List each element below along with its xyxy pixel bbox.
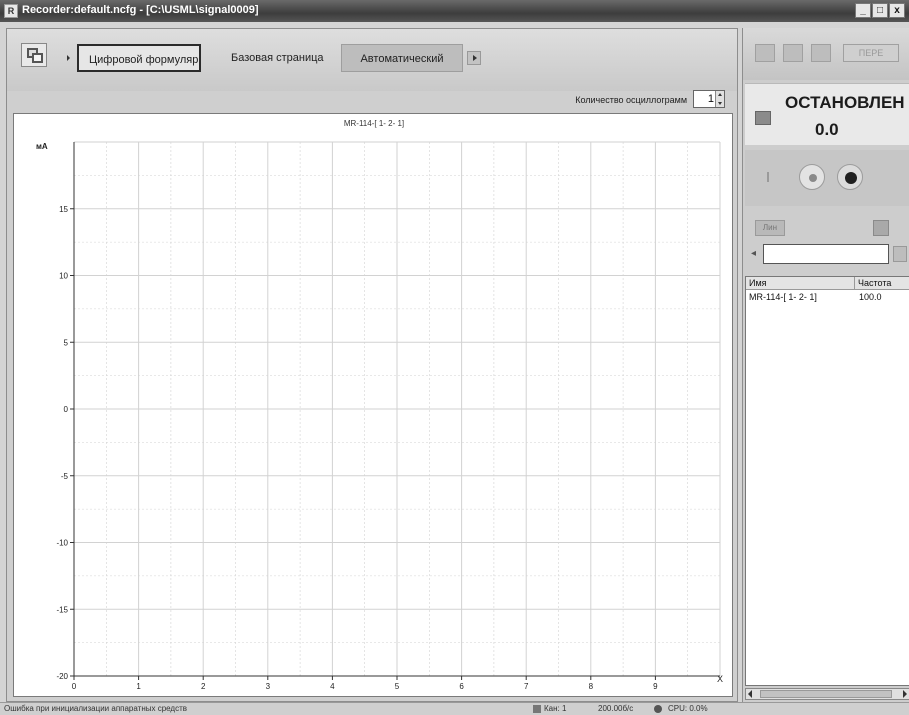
- linear-mode-button[interactable]: Лин: [755, 220, 785, 236]
- chart-svg: -20 -15 -10 -5 0 5 10 15 0 1 2 3 4 5 6 7 8 9 MR-114-[ 1- …: [14, 114, 734, 698]
- tab-basic-page[interactable]: Базовая страница: [221, 44, 329, 72]
- x-tick-label: 6: [459, 682, 464, 691]
- y-tick-label: 5: [64, 338, 69, 347]
- rewind-icon[interactable]: [767, 172, 777, 182]
- channel-filter-input[interactable]: [763, 244, 889, 264]
- y-tick-label: -15: [56, 605, 68, 614]
- x-tick-label: 3: [266, 682, 271, 691]
- cpu-icon: [654, 705, 662, 713]
- oscillogram-chart[interactable]: -20 -15 -10 -5 0 5 10 15 0 1 2 3 4 5 6 7 8 9 MR-114-[ 1- …: [13, 113, 733, 697]
- status-cpu: CPU: 0.0%: [668, 704, 708, 713]
- channel-table-header: Имя Частота: [746, 277, 909, 290]
- tab-digital-form[interactable]: Цифровой формуляр: [77, 44, 201, 72]
- control-toolbar: ПЕРЕ: [743, 28, 909, 80]
- table-horizontal-scrollbar[interactable]: [745, 688, 909, 700]
- column-frequency-header[interactable]: Частота: [854, 277, 891, 289]
- window-controls: _ □ x: [855, 3, 905, 18]
- x-tick-label: 5: [395, 682, 400, 691]
- layout-icon-front: [32, 53, 43, 63]
- control-pane: ПЕРЕ ОСТАНОВЛЕН 0.0 Лин ◂ Имя Частота: [742, 28, 909, 702]
- x-tick-label: 1: [136, 682, 141, 691]
- close-button[interactable]: x: [889, 3, 905, 18]
- status-value: 0.0: [815, 120, 839, 140]
- channel-frequency-cell: 100.0: [859, 291, 882, 303]
- y-tick-label: 10: [59, 272, 68, 281]
- status-message: Ошибка при инициализации аппаратных сред…: [4, 704, 187, 713]
- y-tick-label: 15: [59, 205, 68, 214]
- x-tick-label: 2: [201, 682, 206, 691]
- tab-automatic[interactable]: Автоматический: [341, 44, 463, 72]
- x-tick-label: 7: [524, 682, 529, 691]
- y-tick-label: -5: [61, 472, 69, 481]
- filter-icon: ◂: [751, 248, 761, 260]
- main-toolbar: Цифровой формуляр Базовая страница Автом…: [7, 29, 737, 91]
- window-layout-button[interactable]: [21, 43, 47, 67]
- oscillogram-pane: Цифровой формуляр Базовая страница Автом…: [6, 28, 738, 702]
- transfer-button[interactable]: ПЕРЕ: [843, 44, 899, 62]
- chart-axes: [70, 142, 720, 680]
- title-bar: R Recorder:default.ncfg - [C:\USML\signa…: [0, 0, 909, 22]
- status-bar: Ошибка при инициализации аппаратных сред…: [0, 702, 909, 715]
- chart-grid: [74, 142, 720, 676]
- recorder-status: ОСТАНОВЛЕН 0.0: [745, 83, 909, 145]
- channel-filter-controls: Лин ◂: [745, 212, 909, 270]
- x-tick-label: 8: [589, 682, 594, 691]
- chart-tick-labels: -20 -15 -10 -5 0 5 10 15 0 1 2 3 4 5 6 7 8 9: [56, 205, 658, 691]
- chevron-right-icon[interactable]: [67, 55, 70, 61]
- status-title: ОСТАНОВЛЕН: [785, 93, 905, 113]
- y-tick-label: -10: [56, 539, 68, 548]
- save-icon[interactable]: [783, 44, 803, 62]
- connect-icon[interactable]: [755, 44, 775, 62]
- transport-controls: [745, 150, 909, 206]
- x-tick-label: 4: [330, 682, 335, 691]
- options-button[interactable]: [873, 220, 889, 236]
- scroll-right-icon[interactable]: [903, 690, 907, 698]
- window-title: Recorder:default.ncfg - [C:\USML\signal0…: [22, 4, 259, 16]
- app-icon: R: [4, 4, 18, 18]
- status-icon: [755, 111, 771, 125]
- stop-button[interactable]: [799, 164, 825, 190]
- filter-apply-button[interactable]: [893, 246, 907, 262]
- maximize-button[interactable]: □: [872, 3, 888, 18]
- scroll-thumb[interactable]: [760, 690, 892, 698]
- tabs-scroll-right-button[interactable]: [467, 51, 481, 65]
- scroll-left-icon[interactable]: [748, 690, 752, 698]
- status-rate: 200.00б/с: [598, 704, 633, 713]
- settings-icon[interactable]: [811, 44, 831, 62]
- osc-count-value: 1: [708, 93, 714, 105]
- channel-name-cell: MR-114-[ 1- 2- 1]: [749, 291, 817, 303]
- chart-y-axis-label: мА: [36, 142, 48, 151]
- spin-buttons[interactable]: [715, 91, 724, 107]
- osc-count-label: Количество осциллограмм: [547, 95, 687, 105]
- record-button[interactable]: [837, 164, 863, 190]
- y-tick-label: -20: [56, 672, 68, 681]
- channels-icon: [533, 705, 541, 713]
- y-tick-label: 0: [64, 405, 69, 414]
- table-row[interactable]: MR-114-[ 1- 2- 1] 100.0: [746, 291, 909, 303]
- x-tick-label: 9: [653, 682, 658, 691]
- channel-table[interactable]: Имя Частота MR-114-[ 1- 2- 1] 100.0: [745, 276, 909, 686]
- status-channels: Кан: 1: [544, 704, 566, 713]
- osc-count-spinbox[interactable]: 1: [693, 90, 725, 108]
- minimize-button[interactable]: _: [855, 3, 871, 18]
- x-tick-label: 0: [72, 682, 77, 691]
- chart-title: MR-114-[ 1- 2- 1]: [344, 119, 404, 128]
- chart-x-axis-label: X: [717, 674, 723, 684]
- column-name-header[interactable]: Имя: [749, 277, 767, 289]
